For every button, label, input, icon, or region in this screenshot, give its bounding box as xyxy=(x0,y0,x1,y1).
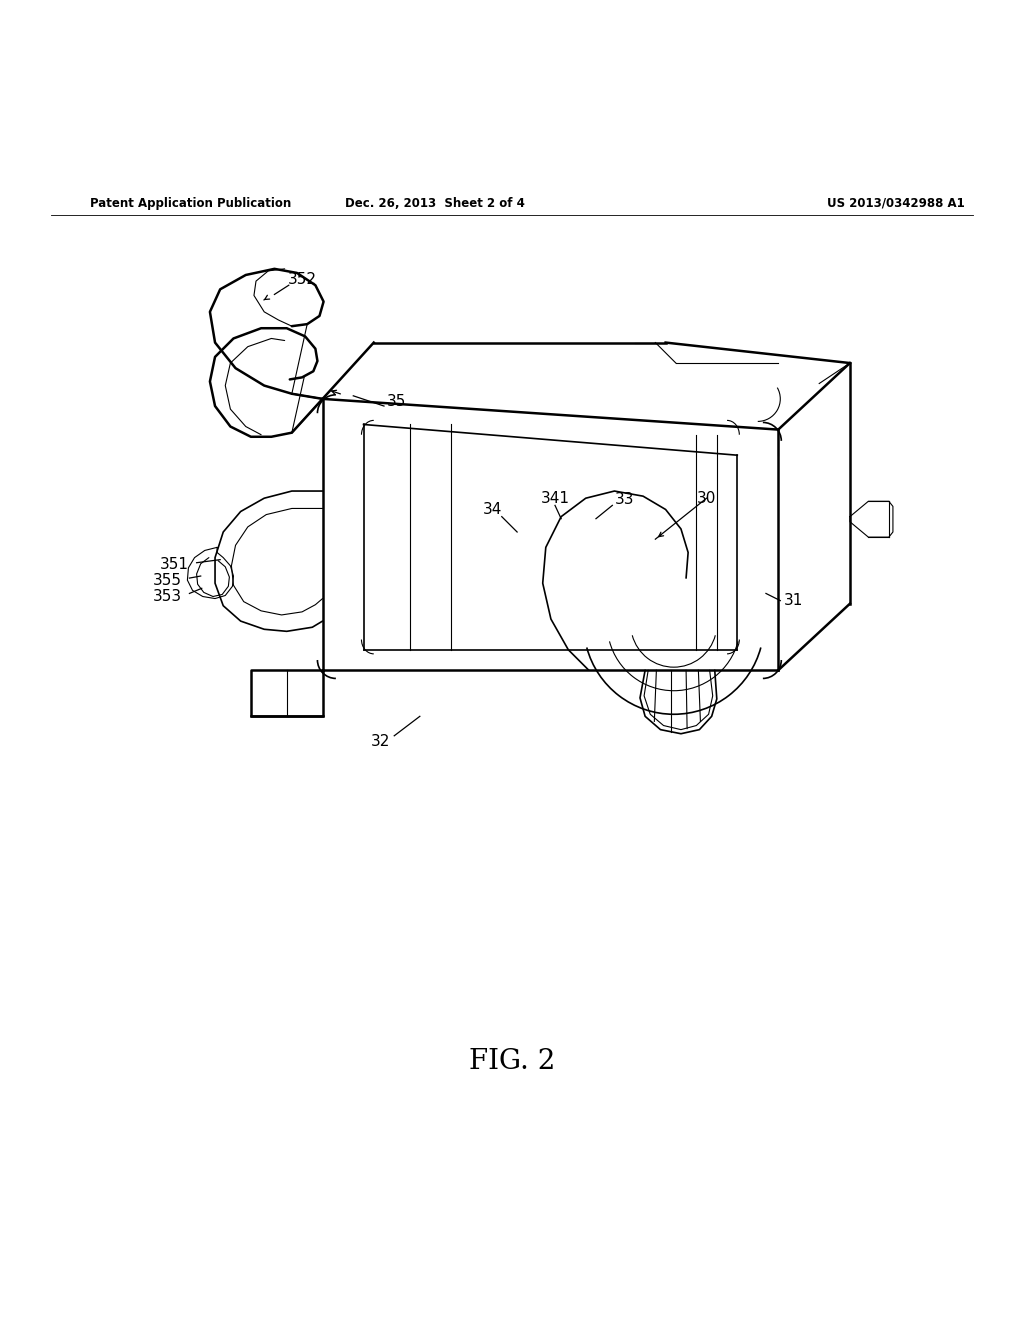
Text: 341: 341 xyxy=(541,491,569,506)
Text: 31: 31 xyxy=(784,593,803,609)
Text: 30: 30 xyxy=(697,491,716,506)
Text: Patent Application Publication: Patent Application Publication xyxy=(90,197,292,210)
Text: Dec. 26, 2013  Sheet 2 of 4: Dec. 26, 2013 Sheet 2 of 4 xyxy=(345,197,525,210)
Text: 33: 33 xyxy=(614,492,635,507)
Text: 32: 32 xyxy=(372,734,390,750)
Text: 353: 353 xyxy=(153,589,181,605)
Text: FIG. 2: FIG. 2 xyxy=(469,1048,555,1074)
Text: 352: 352 xyxy=(288,272,316,286)
Text: 34: 34 xyxy=(483,502,502,517)
Text: 351: 351 xyxy=(160,557,188,573)
Text: US 2013/0342988 A1: US 2013/0342988 A1 xyxy=(827,197,965,210)
Text: 35: 35 xyxy=(387,395,406,409)
Text: 355: 355 xyxy=(153,573,181,587)
